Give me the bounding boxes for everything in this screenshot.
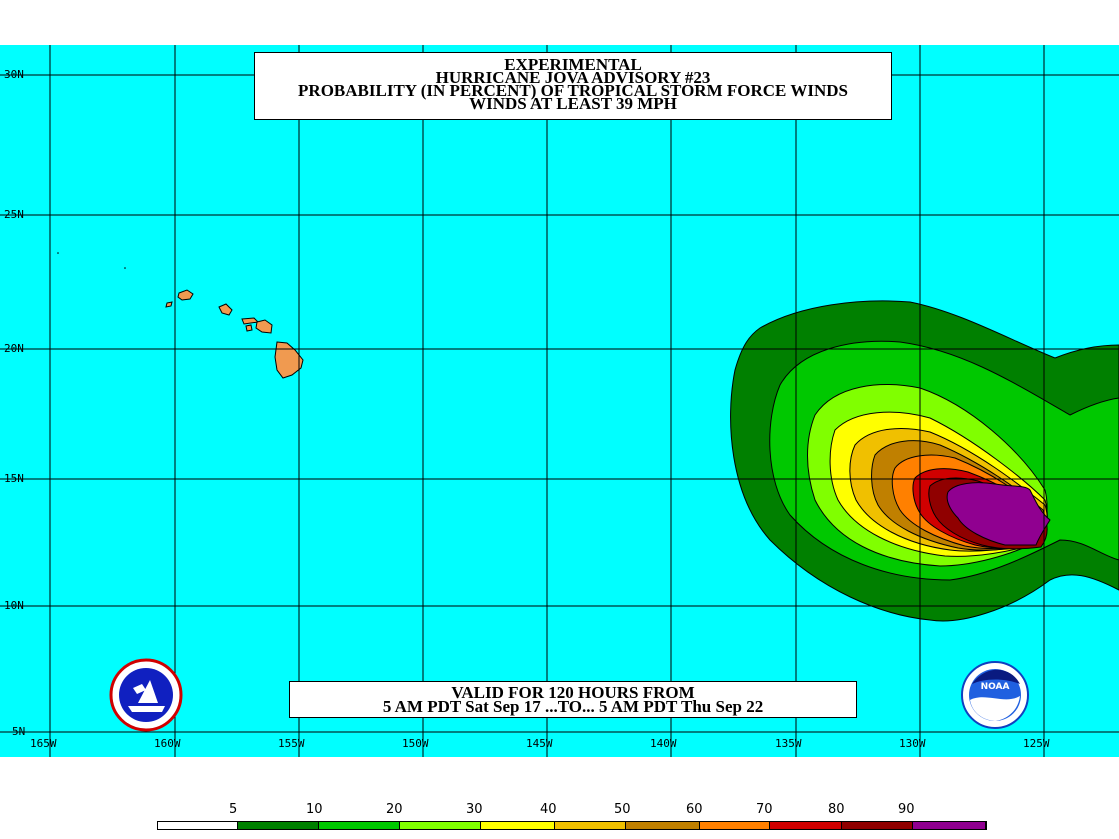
color-scale-bar: [157, 821, 987, 830]
lon-label-125w: 125W: [1023, 737, 1050, 750]
scale-label-10: 10: [306, 802, 323, 817]
valid-period-box: VALID FOR 120 HOURS FROM 5 AM PDT Sat Se…: [289, 681, 857, 718]
scale-label-50: 50: [614, 802, 631, 817]
title-line-3: PROBABILITY (IN PERCENT) OF TROPICAL STO…: [298, 81, 848, 100]
lon-label-150w: 150W: [402, 737, 429, 750]
noaa-logo-text: NOAA: [981, 682, 1010, 692]
scale-label-70: 70: [756, 802, 773, 817]
lon-label-145w: 145W: [526, 737, 553, 750]
lon-label-130w: 130W: [899, 737, 926, 750]
lon-label-155w: 155W: [278, 737, 305, 750]
lat-label-10n: 10N: [4, 599, 24, 612]
lat-label-25n: 25N: [4, 208, 24, 221]
lon-label-160w: 160W: [154, 737, 181, 750]
scale-swatch-10: [913, 822, 986, 829]
scale-label-90: 90: [898, 802, 915, 817]
scale-swatch-9: [842, 822, 913, 829]
lat-label-5n: 5N: [12, 725, 26, 738]
lat-label-20n: 20N: [4, 342, 24, 355]
scale-label-5: 5: [229, 802, 238, 817]
scale-label-30: 30: [466, 802, 483, 817]
scale-swatch-3: [400, 822, 481, 829]
lat-lon-grid: [0, 45, 1119, 757]
scale-swatch-8: [770, 822, 842, 829]
scale-label-80: 80: [828, 802, 845, 817]
scale-label-40: 40: [540, 802, 557, 817]
lat-label-30n: 30N: [4, 68, 24, 81]
probability-contours: [730, 300, 1119, 622]
island-oahu: [218, 303, 233, 316]
scale-swatch-5: [555, 822, 626, 829]
scale-swatch-0: [158, 822, 238, 829]
lon-label-135w: 135W: [775, 737, 802, 750]
nws-logo: [109, 658, 183, 732]
scale-swatch-6: [626, 822, 700, 829]
scale-label-60: 60: [686, 802, 703, 817]
island-niihau: [165, 301, 173, 308]
noaa-logo: NOAA: [961, 661, 1029, 729]
lat-label-15n: 15N: [4, 472, 24, 485]
title-line-2: HURRICANE JOVA ADVISORY #23: [435, 68, 711, 87]
title-line-4: WINDS AT LEAST 39 MPH: [469, 94, 677, 113]
valid-line-2: 5 AM PDT Sat Sep 17 ...TO... 5 AM PDT Th…: [382, 697, 764, 716]
scale-swatch-7: [700, 822, 770, 829]
title-box: EXPERIMENTAL HURRICANE JOVA ADVISORY #23…: [254, 52, 892, 120]
scale-label-20: 20: [386, 802, 403, 817]
contour-90-plus: [946, 482, 1051, 546]
valid-line-1: VALID FOR 120 HOURS FROM: [451, 683, 695, 702]
scale-swatch-4: [481, 822, 555, 829]
hawaiian-islands: [165, 289, 304, 379]
scale-swatch-1: [238, 822, 319, 829]
island-lanai: [245, 324, 253, 332]
island-maui: [255, 319, 273, 334]
lon-label-140w: 140W: [650, 737, 677, 750]
island-hawaii: [274, 341, 304, 379]
scale-swatch-2: [319, 822, 400, 829]
title-line-1: EXPERIMENTAL: [504, 55, 642, 74]
lon-label-165w: 165W: [30, 737, 57, 750]
island-kauai: [177, 289, 194, 301]
